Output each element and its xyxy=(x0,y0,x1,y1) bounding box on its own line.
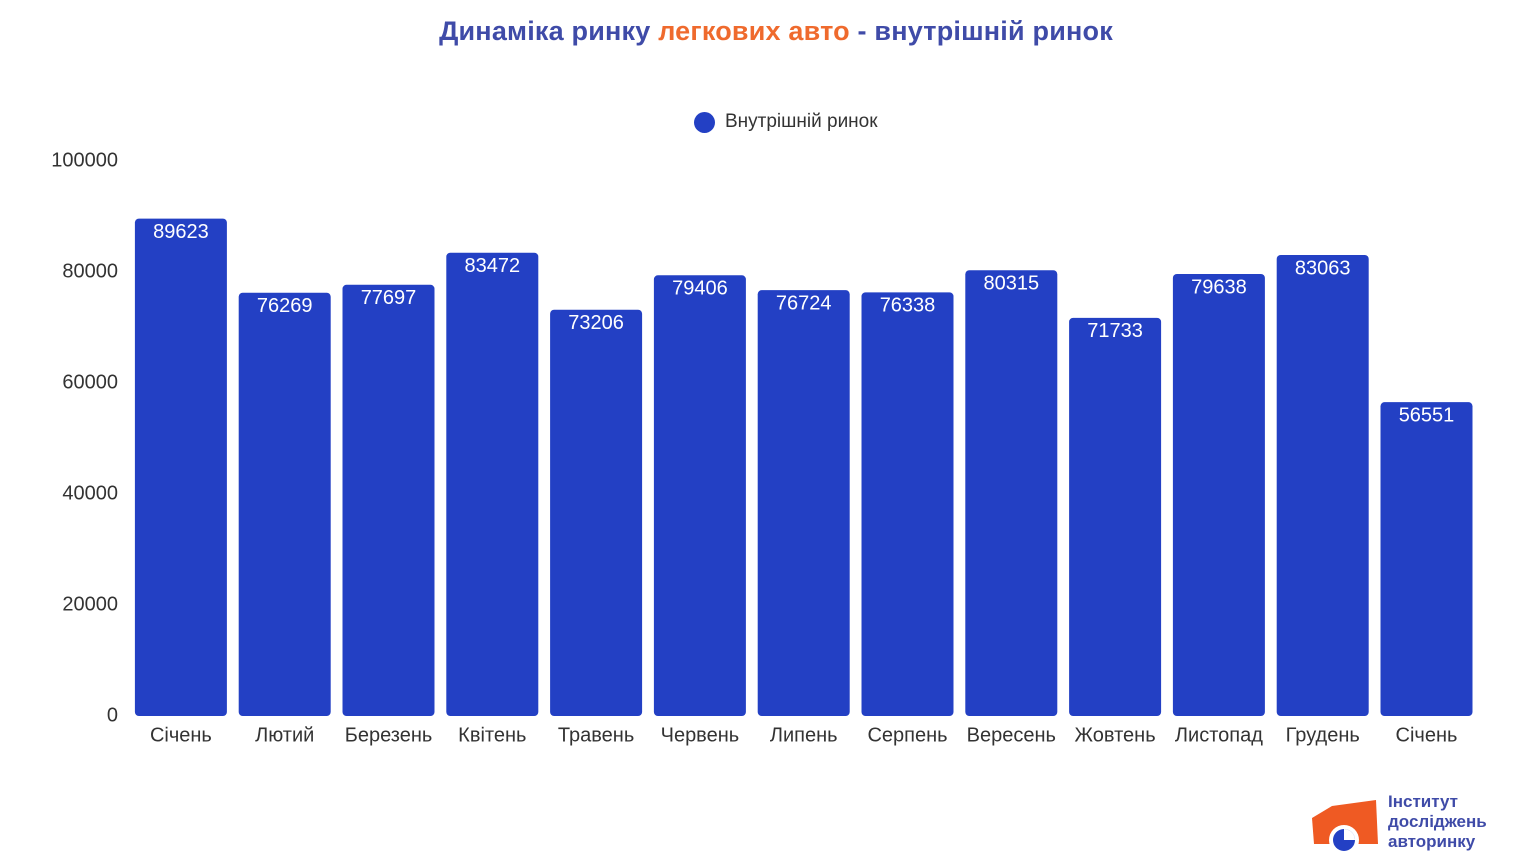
data-label: 71733 xyxy=(1087,320,1143,342)
bar xyxy=(861,292,954,716)
logo-line-2: досліджень xyxy=(1388,812,1487,831)
data-label: 77697 xyxy=(361,287,417,309)
legend-marker xyxy=(694,111,715,133)
data-label: 80315 xyxy=(983,273,1039,295)
data-label: 83063 xyxy=(1295,257,1351,279)
bar xyxy=(446,252,539,716)
data-label: 79406 xyxy=(672,278,728,300)
x-tick-label: Листопад xyxy=(1175,724,1263,746)
y-tick-label: 60000 xyxy=(62,371,118,393)
x-tick-label: Червень xyxy=(661,724,740,746)
bar xyxy=(134,218,227,716)
y-tick-label: 80000 xyxy=(62,260,118,282)
bar xyxy=(1172,274,1265,716)
logo-text: Інститут досліджень авторинку xyxy=(1388,792,1487,852)
logo: Інститут досліджень авторинку xyxy=(1306,792,1526,862)
data-label: 73206 xyxy=(568,312,624,334)
bar xyxy=(550,309,643,716)
bar xyxy=(965,270,1058,716)
y-tick-label: 0 xyxy=(107,704,118,726)
x-tick-label: Жовтень xyxy=(1075,724,1156,746)
x-tick-label: Квітень xyxy=(458,724,526,746)
data-label: 79638 xyxy=(1191,276,1247,298)
bar xyxy=(1380,402,1473,716)
y-tick-label: 20000 xyxy=(62,593,118,615)
bar xyxy=(653,275,746,716)
legend-label: Внутрішній ринок xyxy=(725,111,878,132)
chart-title: Динаміка ринку легкових авто - внутрішні… xyxy=(0,16,1536,47)
data-label: 56551 xyxy=(1399,404,1455,426)
bar xyxy=(757,290,850,716)
bar xyxy=(238,292,331,716)
logo-mark xyxy=(1312,800,1378,855)
data-label: 76269 xyxy=(257,295,313,317)
x-tick-label: Січень xyxy=(1396,724,1458,746)
x-tick-label: Січень xyxy=(150,724,212,746)
title-part-1: Динаміка ринку xyxy=(439,16,651,46)
bar xyxy=(342,284,435,716)
data-label: 76724 xyxy=(776,292,832,314)
y-tick-label: 100000 xyxy=(51,149,118,171)
x-tick-label: Липень xyxy=(770,724,838,746)
x-tick-label: Серпень xyxy=(867,724,947,746)
bar xyxy=(1069,317,1162,716)
x-tick-label: Березень xyxy=(345,724,433,746)
legend: Внутрішній ринок xyxy=(694,110,878,134)
x-tick-label: Вересень xyxy=(967,724,1056,746)
logo-line-3: авторинку xyxy=(1388,832,1476,851)
x-tick-label: Травень xyxy=(558,724,634,746)
title-part-3: - внутрішній ринок xyxy=(857,16,1113,46)
data-label: 83472 xyxy=(464,255,520,277)
data-label: 89623 xyxy=(153,221,209,243)
x-tick-label: Грудень xyxy=(1286,724,1360,746)
x-tick-label: Лютий xyxy=(255,724,314,746)
y-tick-label: 40000 xyxy=(62,482,118,504)
logo-line-1: Інститут xyxy=(1388,792,1458,811)
title-part-2: легкових авто xyxy=(658,16,850,46)
data-label: 76338 xyxy=(880,295,936,317)
bar xyxy=(1276,255,1369,716)
